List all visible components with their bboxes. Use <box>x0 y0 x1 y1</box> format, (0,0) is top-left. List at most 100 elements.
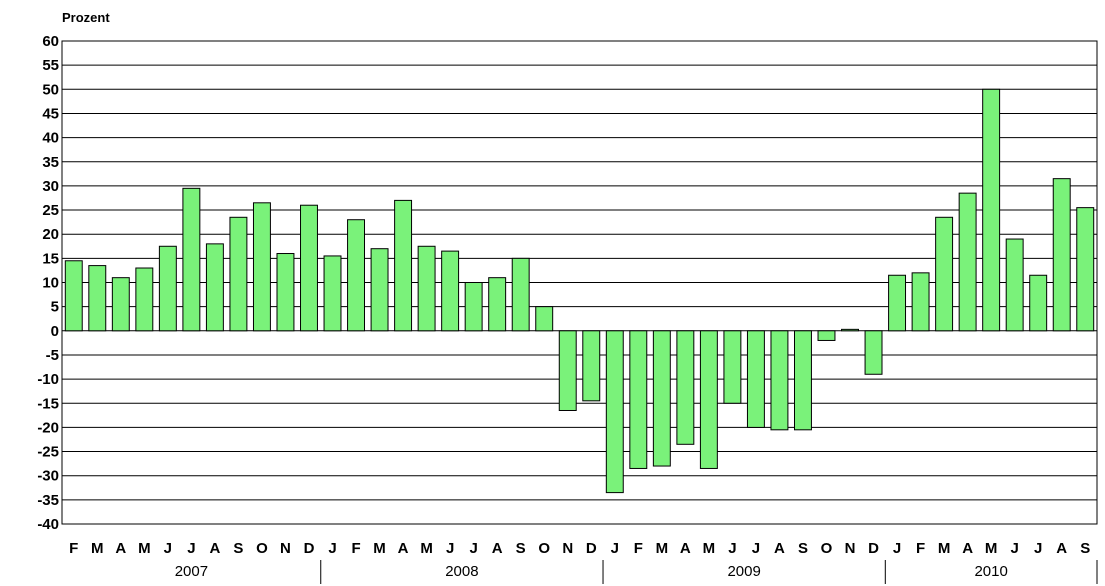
y-tick-label: -30 <box>37 468 59 485</box>
year-label: 2007 <box>175 563 208 580</box>
x-tick-label: M <box>938 540 951 557</box>
plot-frame <box>61 40 1098 525</box>
y-tick-label: 60 <box>42 33 59 50</box>
y-tick-label: 55 <box>42 57 59 74</box>
x-tick-label: J <box>469 540 477 557</box>
x-tick-label: S <box>798 540 808 557</box>
bar <box>111 277 130 332</box>
bar <box>229 216 248 332</box>
y-tick-label: -10 <box>37 371 59 388</box>
x-tick-label: N <box>562 540 573 557</box>
bar <box>676 330 695 445</box>
x-tick-label: J <box>1034 540 1042 557</box>
bar <box>252 202 271 332</box>
bar <box>488 277 507 332</box>
year-label: 2009 <box>727 563 760 580</box>
x-tick-label: F <box>634 540 643 557</box>
y-tick-label: -20 <box>37 419 59 436</box>
x-tick-label: N <box>845 540 856 557</box>
x-tick-label: A <box>492 540 503 557</box>
bar <box>558 330 577 411</box>
x-tick-label: D <box>868 540 879 557</box>
x-tick-label: M <box>138 540 151 557</box>
bar <box>370 248 389 332</box>
bar <box>205 243 224 332</box>
x-tick-label: J <box>187 540 195 557</box>
bar <box>158 245 177 332</box>
y-tick-label: 0 <box>51 323 59 340</box>
bar <box>746 330 765 428</box>
x-tick-label: A <box>115 540 126 557</box>
bar <box>1005 238 1024 332</box>
bar <box>699 330 718 469</box>
bar <box>793 330 812 431</box>
bar <box>64 260 83 332</box>
y-tick-label: -40 <box>37 516 59 533</box>
x-tick-label: M <box>91 540 104 557</box>
year-label: 2010 <box>974 563 1007 580</box>
x-tick-label: D <box>586 540 597 557</box>
bars <box>64 88 1095 494</box>
x-tick-label: F <box>351 540 360 557</box>
bar <box>464 282 483 332</box>
bar <box>817 330 836 341</box>
y-tick-label: 15 <box>42 250 59 267</box>
x-tick-label: J <box>893 540 901 557</box>
x-tick-label: O <box>256 540 268 557</box>
x-tick-label: S <box>516 540 526 557</box>
x-tick-label: M <box>985 540 998 557</box>
bar <box>652 330 671 467</box>
bar <box>300 204 318 332</box>
x-tick-label: A <box>398 540 409 557</box>
x-tick-label: J <box>611 540 619 557</box>
x-tick-label: J <box>164 540 172 557</box>
x-tick-label: A <box>962 540 973 557</box>
bar <box>347 219 366 332</box>
y-tick-label: 10 <box>42 275 59 292</box>
bar <box>864 330 883 375</box>
x-tick-label: S <box>1080 540 1090 557</box>
year-label: 2008 <box>445 563 478 580</box>
x-tick-label: D <box>304 540 315 557</box>
x-tick-label: J <box>1010 540 1018 557</box>
x-tick-label: J <box>728 540 736 557</box>
bar <box>770 330 789 431</box>
y-tick-label: 30 <box>42 178 59 195</box>
x-tick-label: O <box>538 540 550 557</box>
bar <box>1052 178 1071 332</box>
x-tick-label: A <box>774 540 785 557</box>
year-labels: 2007 2008 2009 2010 <box>175 560 1098 584</box>
y-tick-label: 45 <box>42 105 59 122</box>
x-tick-label: A <box>680 540 691 557</box>
x-tick-label: M <box>656 540 669 557</box>
x-tick-label: A <box>1056 540 1067 557</box>
bar <box>582 330 601 402</box>
bar <box>935 216 954 332</box>
bar <box>135 267 154 332</box>
bar <box>182 187 201 332</box>
x-tick-label: A <box>209 540 220 557</box>
bar <box>605 330 624 494</box>
y-tick-label: 40 <box>42 130 59 147</box>
bar <box>723 330 742 404</box>
x-tick-label: O <box>821 540 833 557</box>
x-tick-label: J <box>446 540 454 557</box>
bar <box>1029 274 1048 332</box>
bar <box>629 330 648 469</box>
x-tick-label: J <box>752 540 760 557</box>
bar <box>1076 207 1095 332</box>
x-tick-label: M <box>373 540 386 557</box>
y-tick-label: -25 <box>37 444 59 461</box>
x-tick-label: M <box>703 540 716 557</box>
bar <box>441 250 460 332</box>
x-tick-label: N <box>280 540 291 557</box>
bar <box>982 88 1001 332</box>
bar <box>911 272 930 332</box>
y-tick-label: -35 <box>37 492 59 509</box>
bar <box>511 257 530 332</box>
y-tick-label: -5 <box>46 347 59 364</box>
y-tick-label: 35 <box>42 154 59 171</box>
x-tick-label: S <box>233 540 243 557</box>
bar <box>394 199 413 332</box>
